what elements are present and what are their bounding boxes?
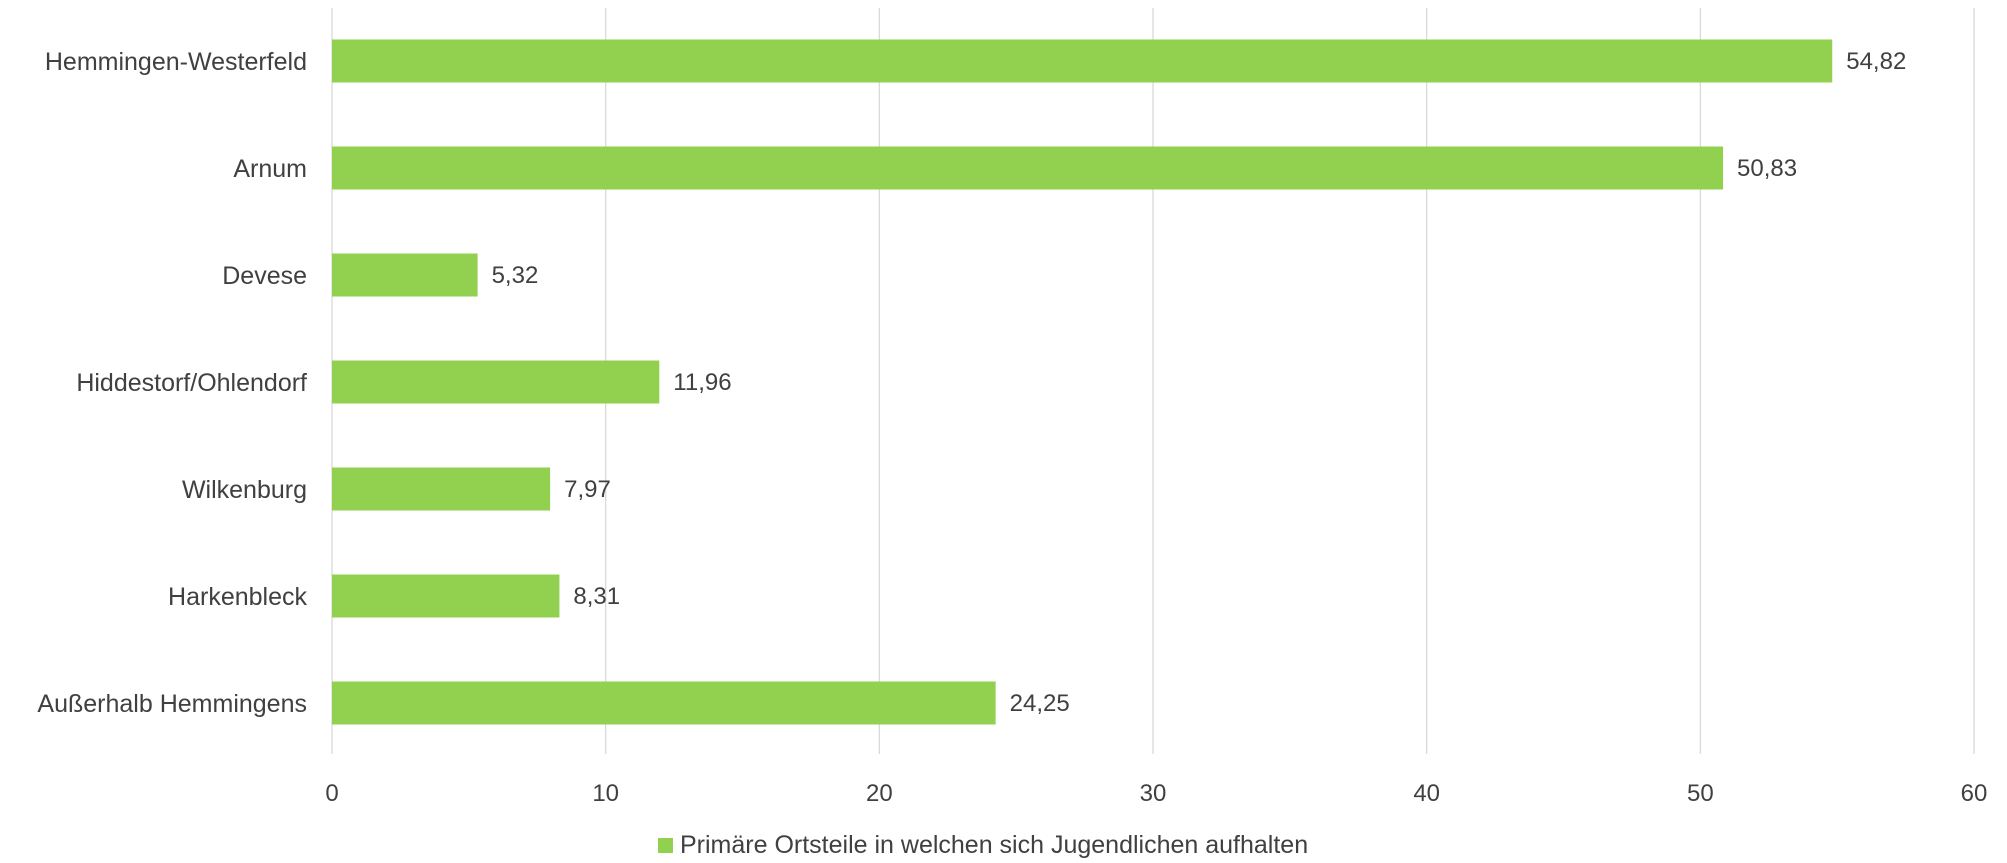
category-label: Hemmingen-Westerfeld <box>45 48 307 76</box>
bar <box>332 574 560 618</box>
bar <box>332 253 478 297</box>
x-tick-label: 40 <box>1413 780 1440 807</box>
category-label: Harkenbleck <box>168 583 307 611</box>
category-label: Arnum <box>233 155 307 183</box>
category-label: Devese <box>222 262 307 290</box>
bars-layer <box>332 39 1833 725</box>
data-label: 11,96 <box>673 369 731 396</box>
legend: Primäre Ortsteile in welchen sich Jugend… <box>658 831 1308 859</box>
bar <box>332 467 551 511</box>
data-label: 7,97 <box>564 476 611 503</box>
legend-label: Primäre Ortsteile in welchen sich Jugend… <box>680 831 1308 858</box>
bar <box>332 39 1833 83</box>
x-tick-label: 30 <box>1140 780 1167 807</box>
x-tick-label: 20 <box>866 780 893 807</box>
legend-swatch <box>658 838 673 853</box>
x-tick-label: 10 <box>592 780 619 807</box>
category-label: Hiddestorf/Ohlendorf <box>76 369 307 397</box>
labels-layer: 0 10 20 30 40 50 60 Hemmingen-Westerfeld 54,82 Ar… <box>37 48 1987 807</box>
category-label: Außerhalb Hemmingens <box>37 690 307 718</box>
bar <box>332 146 1724 190</box>
x-tick-label: 50 <box>1687 780 1714 807</box>
data-label: 24,25 <box>1010 690 1070 717</box>
data-label: 8,31 <box>573 583 620 610</box>
data-label: 50,83 <box>1737 155 1797 182</box>
x-tick-label: 0 <box>325 780 338 807</box>
category-label: Wilkenburg <box>182 476 307 504</box>
grid-layer <box>331 8 1975 754</box>
data-label: 5,32 <box>492 262 539 289</box>
x-tick-label: 60 <box>1961 780 1988 807</box>
data-label: 54,82 <box>1846 48 1906 75</box>
bar <box>332 360 660 404</box>
bar <box>332 681 996 725</box>
